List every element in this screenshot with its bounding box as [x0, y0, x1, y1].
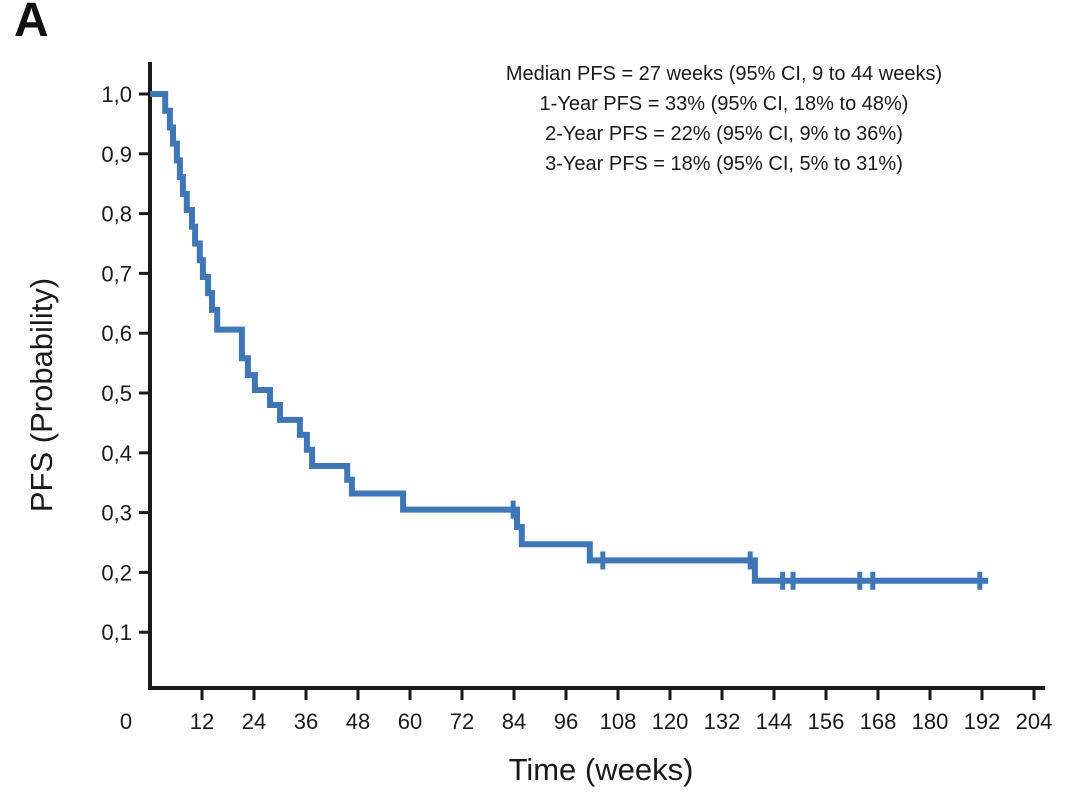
x-tick-label: 144: [756, 709, 793, 734]
y-tick-label: 0,2: [101, 560, 132, 585]
y-tick-label: 0,8: [101, 202, 132, 227]
y-axis-title: PFS (Probability): [24, 277, 59, 513]
x-tick-label-zero: 0: [120, 709, 132, 734]
x-tick-label: 48: [346, 709, 370, 734]
x-axis-title: Time (weeks): [508, 752, 694, 787]
panel-label: A: [14, 0, 49, 47]
y-tick-label: 0,4: [101, 441, 132, 466]
y-tick-label: 0,3: [101, 501, 132, 526]
y-tick-label: 1,0: [101, 82, 132, 107]
annotation-line-1yr: 1-Year PFS = 33% (95% CI, 18% to 48%): [539, 93, 909, 115]
x-tick-label: 168: [860, 709, 897, 734]
x-tick-label: 108: [600, 709, 637, 734]
km-step-curve: [150, 91, 989, 584]
y-tick-label: 0,5: [101, 381, 132, 406]
x-tick-label: 12: [190, 709, 214, 734]
x-tick-label: 72: [450, 709, 474, 734]
x-tick-label: 120: [652, 709, 689, 734]
x-tick-label: 180: [912, 709, 949, 734]
x-tick-label: 24: [242, 709, 266, 734]
x-tick-label: 192: [964, 709, 1001, 734]
annotation-line-3yr: 3-Year PFS = 18% (95% CI, 5% to 31%): [545, 153, 903, 175]
x-tick-label: 156: [808, 709, 845, 734]
x-tick-label: 132: [704, 709, 741, 734]
y-tick-label: 0,9: [101, 142, 132, 167]
y-tick-label: 0,7: [101, 261, 132, 286]
x-tick-label: 204: [1016, 709, 1053, 734]
x-tick-label: 36: [294, 709, 318, 734]
x-tick-label: 96: [554, 709, 578, 734]
annotation-line-2yr: 2-Year PFS = 22% (95% CI, 9% to 36%): [545, 123, 903, 145]
x-tick-label: 84: [502, 709, 526, 734]
annotation-line-median: Median PFS = 27 weeks (95% CI, 9 to 44 w…: [505, 63, 943, 85]
x-tick-label: 60: [398, 709, 422, 734]
stats-annotation: Median PFS = 27 weeks (95% CI, 9 to 44 w…: [506, 59, 942, 179]
y-tick-label: 0,1: [101, 620, 132, 645]
y-tick-label: 0,6: [101, 321, 132, 346]
